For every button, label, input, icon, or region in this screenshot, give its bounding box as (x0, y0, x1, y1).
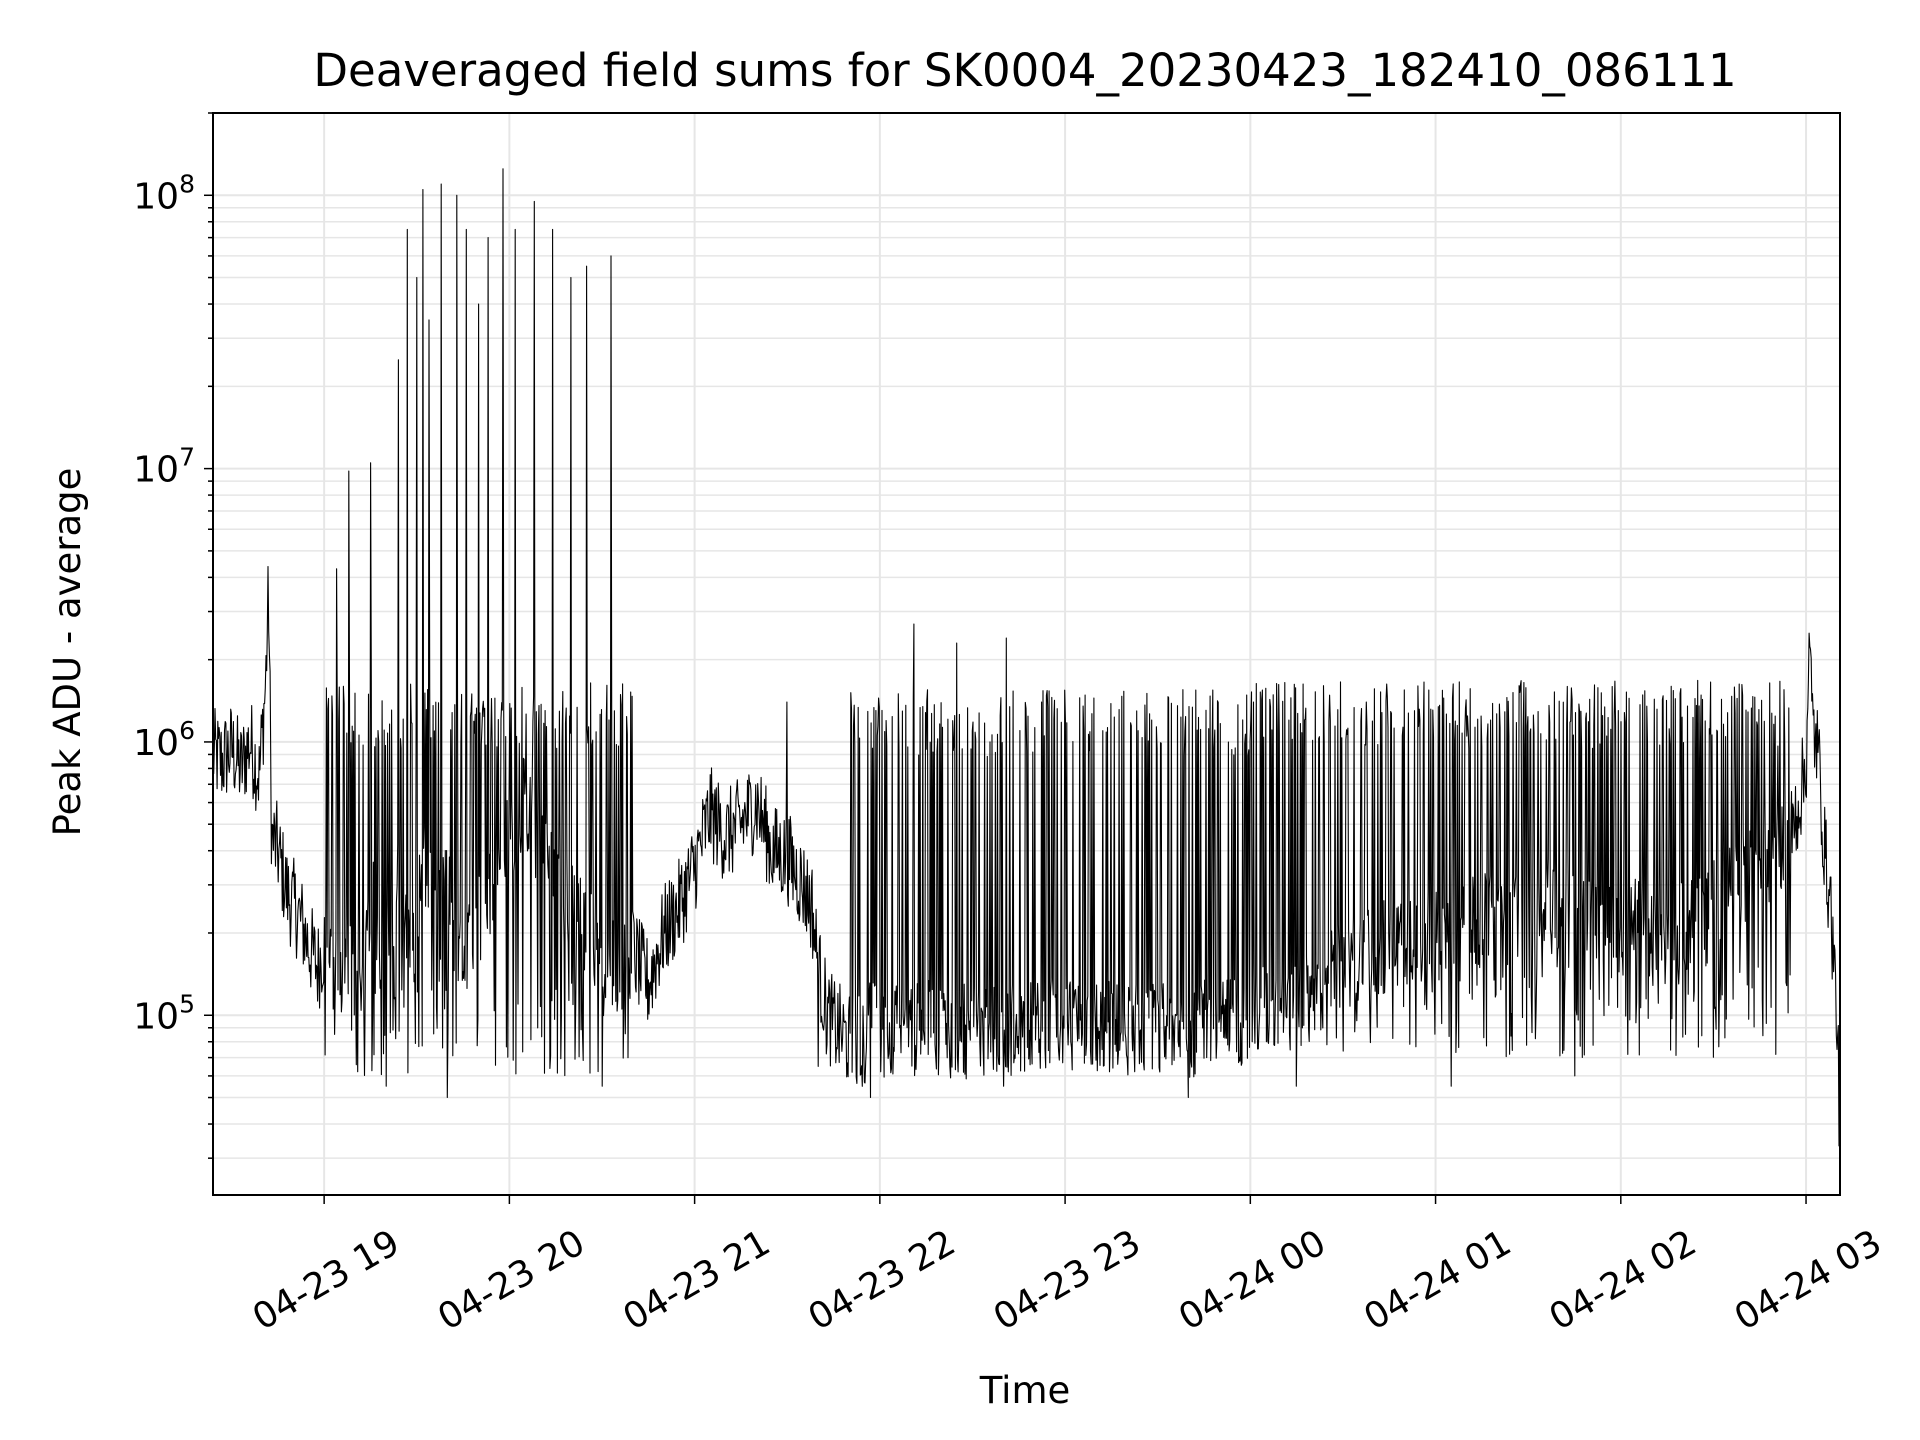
y-tick-label: 108 (133, 169, 195, 217)
chart-title: Deaveraged field sums for SK0004_2023042… (313, 44, 1736, 97)
x-axis-label: Time (979, 1369, 1071, 1412)
y-tick-label: 106 (133, 716, 195, 764)
y-axis-label: Peak ADU - average (46, 468, 89, 837)
y-axis: 105 106 107 108 (133, 112, 213, 1159)
y-tick-label: 107 (133, 443, 195, 491)
series-line (213, 168, 1840, 1147)
plot-area (213, 168, 1840, 1147)
plot-frame (212, 112, 1841, 1196)
y-tick-label: 105 (133, 989, 195, 1037)
